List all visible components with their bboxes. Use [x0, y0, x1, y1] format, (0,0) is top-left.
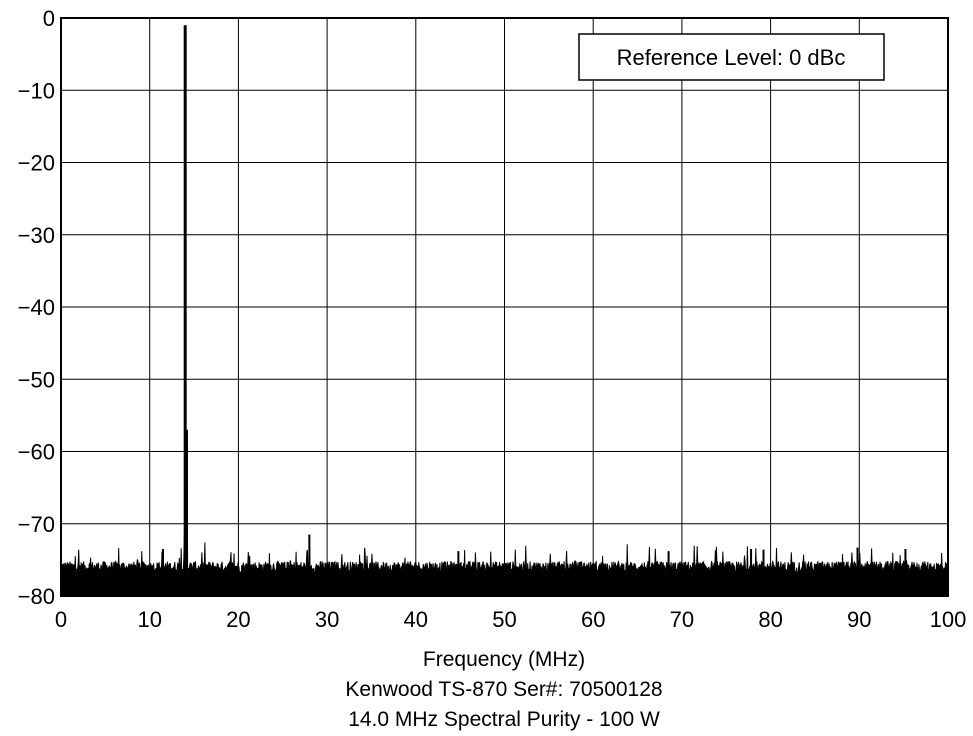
chart-title-line-2: 14.0 MHz Spectral Purity - 100 W	[348, 708, 660, 731]
y-tick-label: −10	[18, 78, 55, 103]
noise-floor-band	[60, 25, 949, 597]
x-tick-label: 100	[930, 607, 967, 632]
y-tick-label: −30	[18, 223, 55, 248]
legend-text: Reference Level: 0 dBc	[617, 45, 846, 70]
x-axis-label: Frequency (MHz)	[423, 648, 585, 671]
x-tick-label: 80	[758, 607, 782, 632]
legend-box	[578, 33, 885, 81]
x-tick-label: 70	[670, 607, 694, 632]
x-tick-label: 50	[492, 607, 516, 632]
y-tick-label: −20	[18, 151, 55, 176]
x-tick-label: 10	[137, 607, 161, 632]
x-tick-label: 20	[226, 607, 250, 632]
x-axis-ticks: 0 10 20 30 40 50 60 70 80 90 100	[55, 607, 966, 632]
y-axis-ticks: 0 −10 −20 −30 −40 −50 −60 −70 −80	[18, 6, 55, 609]
x-tick-label: 40	[404, 607, 428, 632]
y-tick-label: −50	[18, 367, 55, 392]
y-tick-label: 0	[43, 6, 55, 31]
y-tick-label: −40	[18, 295, 55, 320]
y-tick-label: −60	[18, 440, 55, 465]
reference-level-legend: Reference Level: 0 dBc	[578, 33, 885, 81]
plot-frame	[60, 17, 949, 597]
grid-lines	[61, 18, 948, 596]
y-tick-label: −80	[18, 584, 55, 609]
x-tick-label: 60	[581, 607, 605, 632]
chart-title-line-1: Kenwood TS-870 Ser#: 70500128	[345, 678, 662, 701]
x-tick-label: 0	[55, 607, 67, 632]
x-tick-label: 90	[847, 607, 871, 632]
y-tick-label: −70	[18, 512, 55, 537]
spectrum-trace	[60, 25, 949, 597]
x-tick-label: 30	[315, 607, 339, 632]
